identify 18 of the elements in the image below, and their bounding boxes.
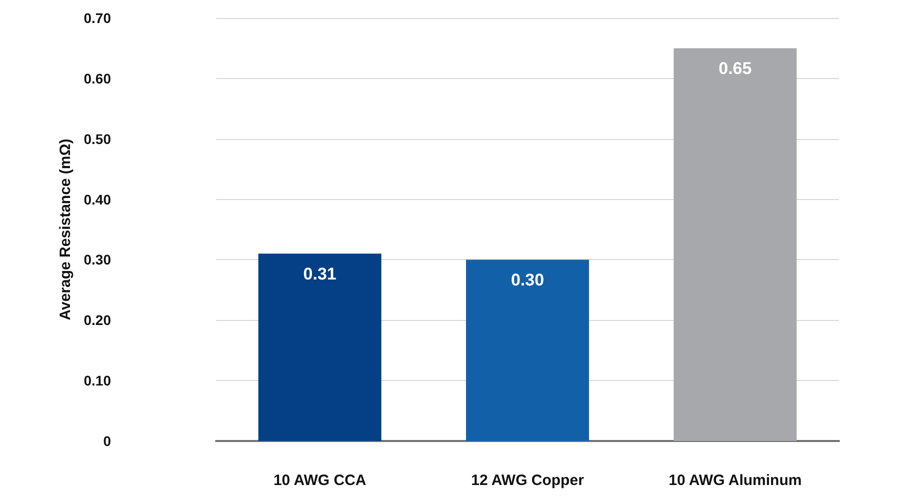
y-tick-label: 0.60 xyxy=(84,70,112,86)
y-tick-label: 0.50 xyxy=(84,130,112,147)
bar xyxy=(258,254,382,441)
y-tick-label: 0 xyxy=(103,433,112,449)
bar xyxy=(674,48,797,441)
y-tick-label: 0.70 xyxy=(84,10,112,26)
data-label: 0.31 xyxy=(303,264,336,284)
data-label: 0.30 xyxy=(510,270,544,290)
bar xyxy=(466,260,589,441)
y-tick-label: 0.20 xyxy=(84,312,112,328)
x-tick-label: 10 AWG CCA xyxy=(273,472,366,489)
x-tick-label: 10 AWG Aluminum xyxy=(668,472,802,489)
y-tick-label: 0.40 xyxy=(84,191,112,208)
x-tick-label: 12 AWG Copper xyxy=(471,472,584,489)
y-tick-label: 0.10 xyxy=(84,372,112,389)
y-tick-label: 0.30 xyxy=(84,252,112,268)
y-axis-title: Average Resistance (mΩ) xyxy=(56,138,74,320)
data-label: 0.65 xyxy=(718,59,752,78)
